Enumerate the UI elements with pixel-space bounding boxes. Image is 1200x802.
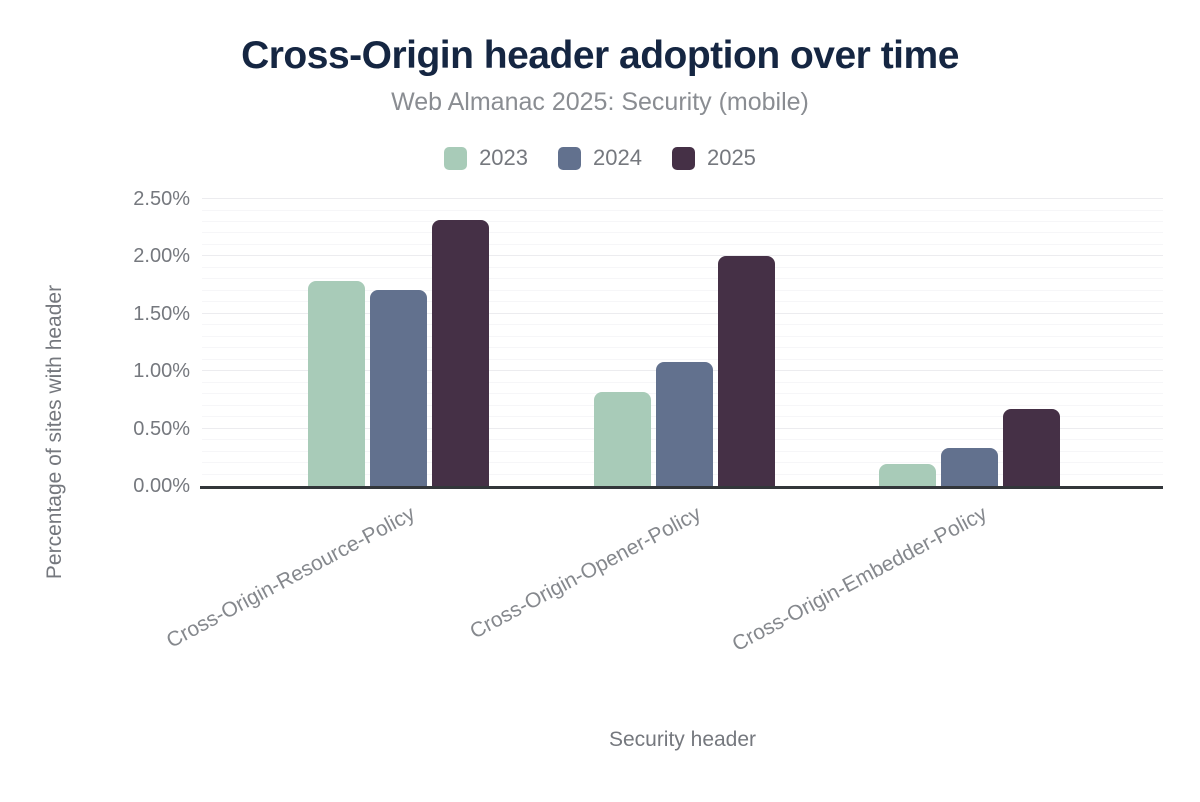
x-axis-line: [200, 486, 1163, 489]
legend-label: 2023: [479, 145, 529, 170]
x-axis-title: Security header: [608, 728, 757, 751]
gridline-minor: [202, 209, 1163, 211]
legend-label: 2024: [593, 145, 642, 170]
gridline-minor: [202, 301, 1163, 303]
bar-2023-cross-origin-resource-policy[interactable]: [307, 280, 365, 486]
y-axis-tick-label: 1.50%: [133, 302, 190, 325]
plot-area: [200, 198, 1163, 489]
bar-group-cross-origin-resource-policy: [307, 199, 489, 486]
bar-2024-cross-origin-embedder-policy[interactable]: [941, 448, 999, 486]
gridline-minor: [202, 232, 1163, 234]
bar-2025-cross-origin-opener-policy[interactable]: [717, 256, 775, 486]
y-axis-tick-label: 1.00%: [133, 360, 190, 383]
bar-2025-cross-origin-embedder-policy[interactable]: [1003, 409, 1061, 486]
legend: 2023 2024 2025: [0, 143, 1200, 173]
gridline-minor: [202, 335, 1163, 337]
y-axis-tick-label: 0.00%: [133, 475, 190, 497]
gridline-minor: [202, 221, 1163, 222]
chart-subtitle: Web Almanac 2025: Security (mobile): [391, 88, 809, 116]
legend-swatch-icon: [671, 146, 695, 170]
gridline-major: [202, 312, 1163, 314]
gridline-major: [202, 255, 1163, 257]
bar-2023-cross-origin-embedder-policy[interactable]: [879, 464, 937, 486]
y-axis-tick-label: 0.50%: [133, 417, 190, 440]
bar-group-cross-origin-opener-policy: [593, 199, 775, 486]
gridline-minor: [202, 289, 1163, 291]
chart-title: Cross-Origin header adoption over time: [241, 34, 959, 77]
legend-item-2025[interactable]: 2025: [671, 145, 756, 171]
y-axis-tick-label: 2.00%: [133, 245, 190, 268]
gridline-major: [202, 198, 1163, 199]
gridline-minor: [202, 358, 1163, 360]
bar-group-cross-origin-embedder-policy: [879, 199, 1061, 486]
gridline-minor: [202, 278, 1163, 280]
gridline-minor: [202, 324, 1163, 326]
gridline-minor: [202, 347, 1163, 349]
legend-item-2024[interactable]: 2024: [558, 145, 642, 171]
legend-item-2023[interactable]: 2023: [444, 145, 528, 171]
legend-label: 2025: [706, 145, 756, 170]
y-axis-tick-label: 2.50%: [133, 188, 190, 210]
bar-2023-cross-origin-opener-policy[interactable]: [593, 391, 651, 486]
gridline-minor: [202, 266, 1163, 268]
legend-swatch-icon: [444, 146, 468, 170]
bar-2024-cross-origin-resource-policy[interactable]: [369, 289, 427, 486]
bar-2024-cross-origin-opener-policy[interactable]: [655, 362, 713, 486]
gridline-minor: [202, 243, 1163, 245]
bar-2025-cross-origin-resource-policy[interactable]: [431, 219, 489, 486]
legend-swatch-icon: [558, 146, 582, 170]
